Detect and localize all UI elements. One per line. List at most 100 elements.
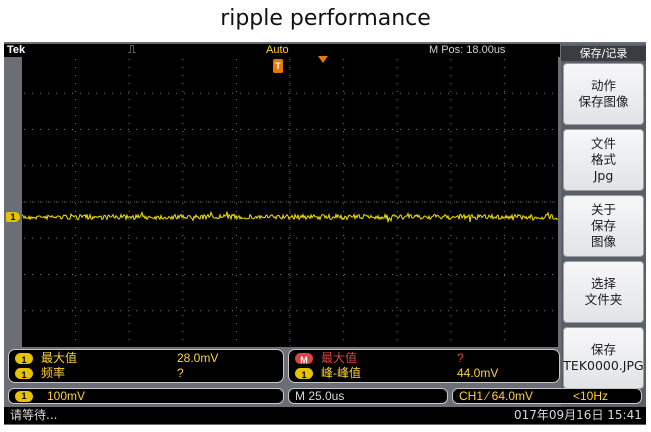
graticule-dot bbox=[450, 131, 452, 132]
waveform-display[interactable] bbox=[22, 57, 558, 347]
graticule-dot bbox=[96, 201, 97, 203]
graticule-dot bbox=[392, 237, 393, 239]
vertical-scale-readout[interactable]: 1 100mV bbox=[8, 388, 284, 404]
graticule-dot bbox=[88, 237, 89, 239]
graticule-dot bbox=[456, 165, 457, 167]
graticule-dot bbox=[289, 75, 291, 76]
graticule-dot bbox=[182, 251, 184, 252]
channel-badge: 1 bbox=[15, 368, 33, 380]
channel-1-marker[interactable]: 1 bbox=[6, 212, 20, 222]
scope-status-bar: Tek ⎍ Auto M Pos: 18.00us bbox=[4, 44, 560, 57]
menu-button-about-save[interactable]: 关于 保存 图像 bbox=[563, 195, 644, 257]
graticule-dot bbox=[376, 274, 377, 275]
graticule-dot bbox=[552, 237, 553, 239]
graticule-dot bbox=[32, 310, 33, 312]
graticule-dot bbox=[112, 274, 113, 275]
graticule-dot bbox=[235, 299, 237, 300]
graticule-dot bbox=[450, 323, 452, 324]
graticule-dot bbox=[408, 310, 409, 312]
menu-button-select-folder[interactable]: 选择 文件夹 bbox=[563, 261, 644, 323]
graticule-dot bbox=[128, 274, 129, 275]
graticule-dot bbox=[503, 275, 505, 276]
graticule-dot bbox=[75, 315, 77, 316]
graticule-dot bbox=[336, 92, 337, 94]
graticule-dot bbox=[208, 165, 209, 167]
graticule-dot bbox=[75, 243, 77, 244]
graticule-dot bbox=[64, 92, 65, 94]
graticule-dot bbox=[396, 339, 398, 340]
graticule-dot bbox=[503, 163, 505, 164]
trigger-frequency: <10Hz bbox=[573, 389, 609, 403]
graticule-dot bbox=[488, 237, 489, 239]
graticule-dot bbox=[248, 310, 249, 312]
graticule-dot bbox=[352, 237, 353, 239]
graticule-dot bbox=[396, 275, 398, 276]
graticule-dot bbox=[343, 291, 345, 292]
graticule-dot bbox=[450, 307, 452, 308]
graticule-dot bbox=[360, 310, 361, 312]
graticule-dot bbox=[235, 187, 237, 188]
graticule-dot bbox=[75, 139, 77, 140]
graticule-dot bbox=[456, 237, 457, 239]
graticule-dot bbox=[272, 201, 273, 203]
graticule-dot bbox=[552, 274, 553, 275]
menu-button-action[interactable]: 动作 保存图像 bbox=[563, 63, 644, 125]
trigger-position-marker[interactable]: T bbox=[273, 59, 283, 73]
graticule-dot bbox=[396, 59, 398, 60]
graticule-dot bbox=[80, 165, 81, 167]
graticule-dot bbox=[450, 139, 452, 140]
graticule-dot bbox=[450, 291, 452, 292]
graticule-dot bbox=[504, 310, 505, 312]
graticule-dot bbox=[264, 165, 265, 167]
graticule-dot bbox=[182, 75, 184, 76]
graticule-dot bbox=[182, 219, 184, 220]
ch1-waveform-trace bbox=[22, 210, 558, 223]
graticule-dot bbox=[88, 274, 89, 275]
graticule-dot bbox=[96, 92, 97, 94]
graticule-dot bbox=[503, 315, 505, 316]
graticule-dot bbox=[440, 310, 441, 312]
graticule-dot bbox=[24, 237, 25, 239]
timebase-readout[interactable]: M 25.0us bbox=[288, 388, 448, 404]
graticule-dot bbox=[48, 165, 49, 167]
graticule-dot bbox=[304, 92, 305, 94]
graticule-dot bbox=[280, 165, 281, 167]
graticule-dot bbox=[144, 129, 145, 130]
graticule-dot bbox=[296, 274, 297, 275]
graticule-dot bbox=[120, 310, 121, 312]
graticule-dot bbox=[160, 237, 161, 239]
graticule-dot bbox=[48, 274, 49, 275]
menu-button-save[interactable]: 保存 TEK0000.JPG bbox=[563, 327, 644, 389]
graticule-dot bbox=[235, 211, 237, 212]
graticule-dot bbox=[520, 165, 521, 167]
graticule-dot bbox=[152, 92, 153, 94]
graticule-dot bbox=[24, 92, 25, 94]
graticule-dot bbox=[75, 187, 77, 188]
graticule-dot bbox=[408, 129, 409, 130]
graticule-dot bbox=[503, 171, 505, 172]
graticule-dot bbox=[343, 259, 345, 260]
graticule-dot bbox=[289, 235, 291, 236]
graticule-dot bbox=[80, 274, 81, 275]
menu-button-file-format[interactable]: 文件 格式 Jpg bbox=[563, 129, 644, 191]
graticule-dot bbox=[216, 92, 217, 94]
graticule-dot bbox=[235, 91, 237, 92]
graticule-dot bbox=[168, 92, 169, 94]
graticule-dot bbox=[343, 267, 345, 268]
graticule-dot bbox=[396, 195, 398, 196]
graticule-dot bbox=[40, 237, 41, 239]
trigger-readout[interactable]: CH1 ⁄ 64.0mV <10Hz bbox=[452, 388, 642, 404]
graticule-dot bbox=[289, 171, 291, 172]
graticule-dot bbox=[304, 274, 305, 275]
graticule-dot bbox=[450, 59, 452, 60]
graticule-dot bbox=[344, 310, 345, 312]
graticule-dot bbox=[304, 129, 305, 130]
graticule-dot bbox=[328, 165, 329, 167]
graticule-dot bbox=[320, 274, 321, 275]
graticule-dot bbox=[216, 129, 217, 130]
graticule-dot bbox=[104, 274, 105, 275]
graticule-dot bbox=[480, 129, 481, 130]
graticule-dot bbox=[528, 310, 529, 312]
graticule-dot bbox=[272, 274, 273, 275]
graticule-dot bbox=[503, 131, 505, 132]
